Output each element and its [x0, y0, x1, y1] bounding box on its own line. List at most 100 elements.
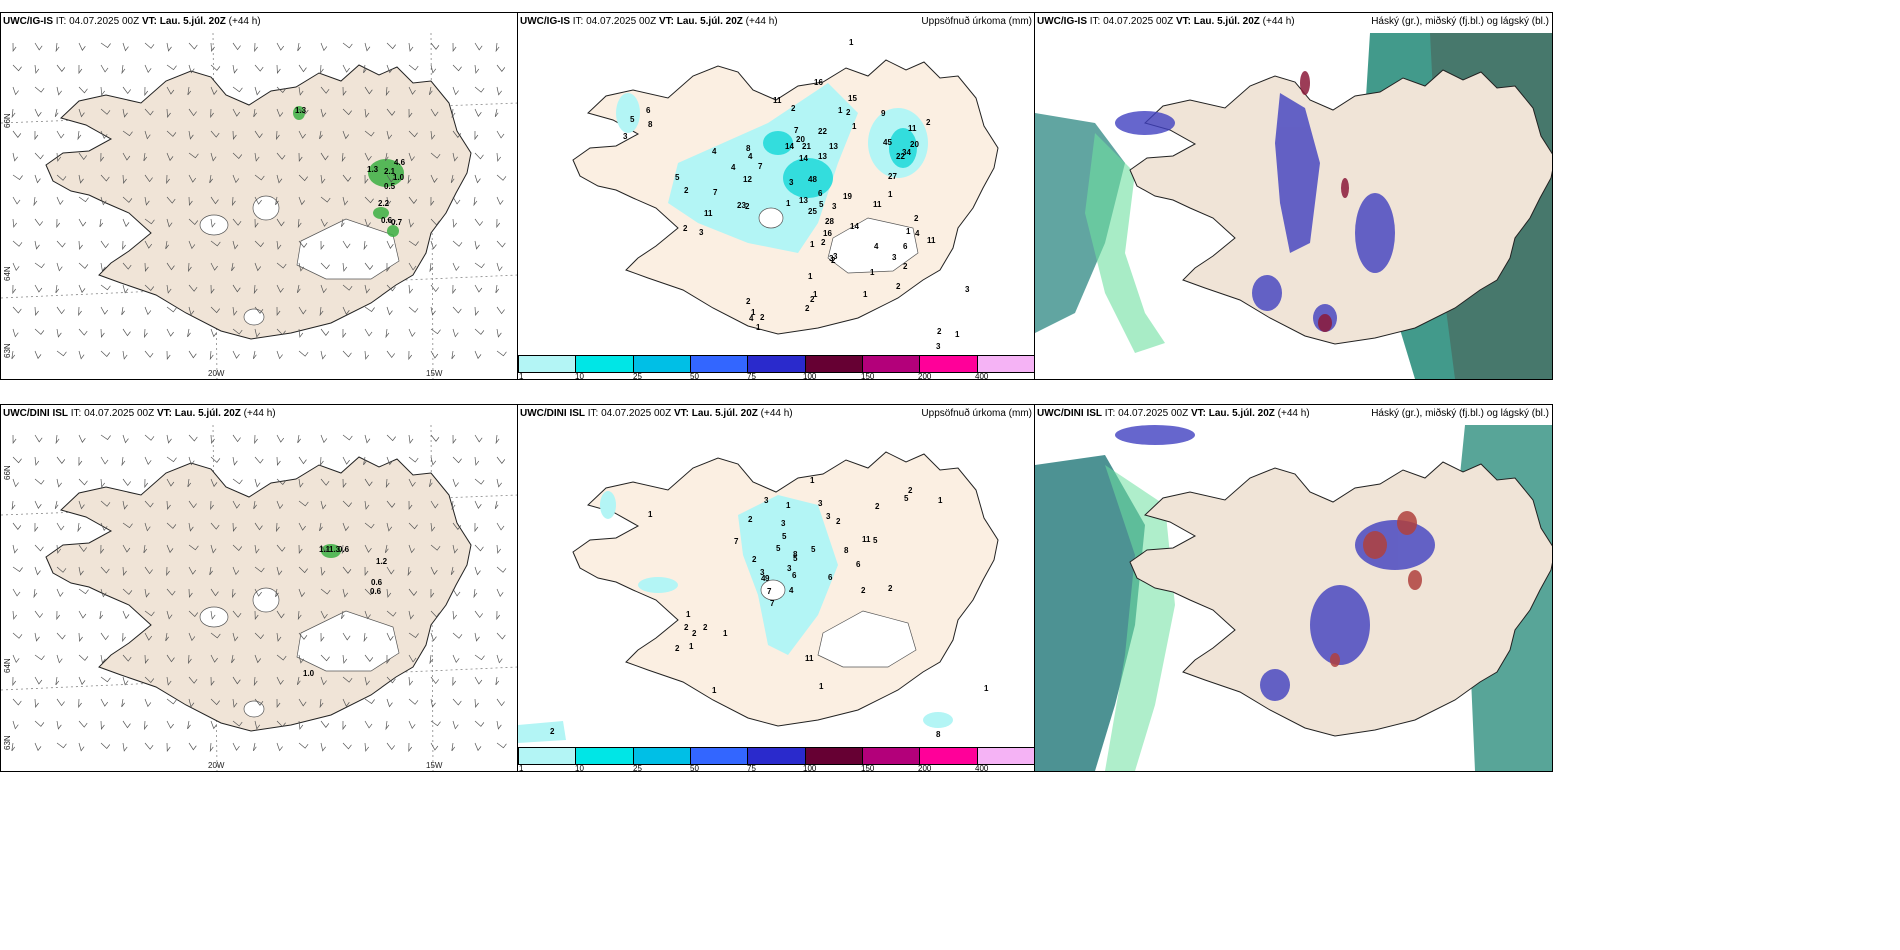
wind-barb: [320, 500, 327, 510]
wind-barb: [12, 588, 21, 597]
wind-barb: [430, 544, 441, 551]
wind-barb: [430, 42, 440, 50]
wind-barbs: [11, 434, 507, 753]
wind-barb: [56, 152, 62, 162]
wind-barb: [121, 64, 126, 75]
precip-value: 1: [786, 501, 791, 510]
wind-barb: [122, 350, 128, 360]
precip-value: 7: [734, 537, 739, 546]
wind-barb: [100, 306, 109, 315]
wind-barb: [100, 654, 106, 664]
wind-barb: [12, 86, 19, 96]
wind-barb: [232, 720, 243, 727]
wind-barb: [77, 130, 82, 141]
wind-barb: [144, 130, 151, 140]
wind-barb: [254, 64, 264, 72]
wind-barb: [144, 434, 155, 441]
precip-value: 45: [883, 138, 892, 147]
precip-value: 6: [828, 573, 833, 582]
wind-barb: [408, 676, 414, 686]
glaciers: [199, 587, 400, 718]
wind-barb: [144, 108, 154, 116]
wind-barb: [209, 350, 214, 361]
wind-barb: [496, 720, 502, 730]
wind-barb: [276, 174, 283, 184]
wind-barb: [452, 262, 460, 272]
wind-barb: [408, 654, 417, 663]
wind-barb: [496, 478, 502, 488]
wind-barb: [56, 698, 65, 707]
wind-barb: [253, 284, 258, 295]
wind-barb: [386, 588, 392, 598]
wind-barb: [56, 130, 65, 139]
precip-value: 3: [760, 568, 765, 577]
wind-barb: [408, 152, 415, 162]
precip-value: 5: [630, 115, 635, 124]
wind-barb: [386, 350, 395, 359]
wind-barb: [408, 108, 413, 119]
wind-barb: [78, 152, 87, 161]
wind-barb: [56, 478, 62, 488]
wind-barb: [232, 240, 239, 250]
wind-barb: [122, 720, 131, 729]
wind-barb: [452, 522, 462, 530]
wind-barb: [188, 174, 197, 183]
precip-value: 2: [908, 486, 913, 495]
wind-barb: [320, 86, 330, 94]
wind-barb: [408, 632, 419, 638]
wind-barb: [188, 350, 197, 359]
wind-barb: [363, 64, 367, 74]
wind-barb: [55, 42, 60, 53]
wind-barb: [496, 610, 501, 621]
wind-barb: [210, 478, 218, 488]
wind-barb: [298, 64, 307, 73]
precip-value: 2: [926, 118, 931, 127]
wind-barb: [320, 632, 325, 643]
wind-barb: [78, 632, 83, 642]
wind-barb: [232, 478, 243, 485]
wind-barb: [188, 632, 196, 642]
wind-barb: [386, 742, 395, 751]
wind-barb: [54, 500, 59, 510]
panel-title: UWC/IG-IS IT: 04.07.2025 00Z VT: Lau. 5.…: [1037, 16, 1295, 27]
wind-barb: [474, 742, 482, 752]
wind-barb: [232, 306, 238, 316]
wind-barb: [408, 698, 419, 705]
wind-barb: [56, 174, 67, 181]
precip-value: 20: [910, 140, 919, 149]
wind-barb: [429, 654, 434, 665]
wind-barb: [232, 174, 240, 184]
wind-barb: [210, 500, 214, 511]
wind-barb: [254, 152, 260, 162]
wind-barb: [78, 174, 84, 184]
wind-barb: [452, 306, 462, 314]
wind-barb: [12, 152, 18, 162]
wind-barb: [100, 742, 111, 750]
glaciers: [760, 579, 917, 668]
wind-barb: [232, 42, 241, 51]
wind-barb: [144, 676, 155, 684]
wind-barb: [474, 456, 480, 466]
precip-value: 8: [793, 550, 798, 559]
wind-barb: [144, 42, 155, 49]
wind-barb: [320, 676, 327, 686]
panel-clouds-igis: UWC/IG-IS IT: 04.07.2025 00Z VT: Lau. 5.…: [1034, 12, 1553, 380]
wind-barb: [210, 676, 215, 687]
precip-value: 28: [825, 217, 834, 226]
wind-barb: [210, 456, 221, 463]
precip-colorbar: [518, 747, 1035, 765]
wind-barb: [12, 130, 22, 138]
wind-barb: [364, 434, 371, 444]
precip-light: [518, 491, 953, 743]
wind-barb: [474, 434, 483, 443]
wind-barb: [429, 262, 434, 273]
wind-barb: [363, 632, 368, 643]
wind-barb: [56, 632, 66, 640]
precip-value: 11: [862, 535, 871, 544]
wind-barb: [210, 654, 218, 663]
precip-value: 4: [748, 152, 753, 161]
wind-barb: [34, 522, 39, 533]
wind-barb: [474, 130, 479, 141]
wind-barb: [210, 698, 220, 706]
wind-barb: [364, 698, 375, 704]
